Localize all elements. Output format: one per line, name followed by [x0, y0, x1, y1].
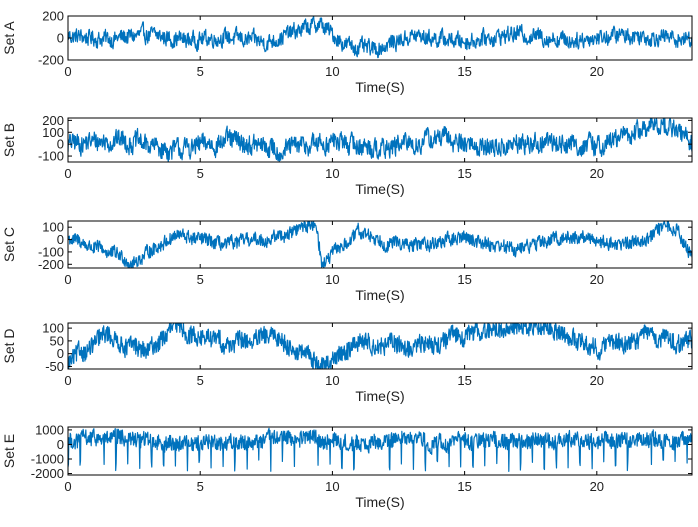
x-tick-label: 0 [64, 373, 71, 388]
y-tick-label: -200 [38, 53, 64, 68]
y-tick-label: 0 [57, 137, 64, 152]
x-tick-label: 0 [64, 272, 71, 287]
x-axis-label: Time(S) [355, 79, 404, 95]
axes-box [67, 322, 693, 370]
x-axis-label: Time(S) [355, 388, 404, 404]
x-tick-label: 20 [590, 272, 604, 287]
y-tick-label: 100 [42, 220, 64, 235]
x-tick-label: 10 [325, 166, 339, 181]
x-tick-label: 20 [590, 166, 604, 181]
y-tick-label: 100 [42, 125, 64, 140]
x-tick-label: 20 [590, 64, 604, 79]
x-tick-label: 0 [64, 479, 71, 494]
y-tick-label: 200 [42, 113, 64, 128]
y-tick-label: 0 [57, 31, 64, 46]
y-tick-label: -200 [38, 257, 64, 272]
x-tick-label: 10 [325, 64, 339, 79]
axes-box [67, 220, 693, 269]
x-axis-label: Time(S) [355, 287, 404, 303]
signal-trace-3 [68, 221, 692, 268]
x-tick-label: 15 [457, 166, 471, 181]
x-tick-label: 15 [457, 64, 471, 79]
y-tick-label: -50 [45, 359, 64, 374]
x-tick-label: 5 [197, 272, 204, 287]
axes-box [67, 426, 693, 476]
x-tick-label: 5 [197, 373, 204, 388]
x-tick-label: 10 [325, 479, 339, 494]
x-tick-label: 10 [325, 272, 339, 287]
y-tick-label: -1000 [31, 452, 64, 467]
signal-trace-2 [68, 118, 692, 162]
signal-trace-4 [68, 323, 692, 369]
y-axis-label: Set B [1, 123, 17, 157]
x-tick-label: 15 [457, 479, 471, 494]
x-axis-label: Time(S) [355, 181, 404, 197]
signal-trace-5 [68, 427, 692, 472]
x-tick-label: 15 [457, 272, 471, 287]
y-tick-label: 200 [42, 9, 64, 24]
y-tick-label: -100 [38, 244, 64, 259]
y-tick-label: -2000 [31, 466, 64, 481]
axes-box [67, 117, 693, 163]
x-tick-label: 0 [64, 166, 71, 181]
y-tick-label: 100 [42, 321, 64, 336]
y-tick-label: 0 [57, 346, 64, 361]
y-axis-label: Set A [1, 21, 17, 55]
y-tick-label: -100 [38, 149, 64, 164]
signal-trace-1 [68, 16, 692, 59]
x-tick-label: 20 [590, 373, 604, 388]
x-tick-label: 5 [197, 166, 204, 181]
y-tick-label: 50 [50, 333, 64, 348]
y-axis-label: Set D [1, 328, 17, 363]
y-axis-label: Set C [1, 227, 17, 262]
x-axis-label: Time(S) [355, 494, 404, 510]
x-tick-label: 15 [457, 373, 471, 388]
x-tick-label: 0 [64, 64, 71, 79]
y-tick-label: 0 [57, 437, 64, 452]
y-tick-label: 0 [57, 232, 64, 247]
y-axis-label: Set E [1, 434, 17, 468]
y-tick-label: 1000 [35, 422, 64, 437]
x-tick-label: 5 [197, 64, 204, 79]
x-tick-label: 20 [590, 479, 604, 494]
x-tick-label: 5 [197, 479, 204, 494]
x-tick-label: 10 [325, 373, 339, 388]
